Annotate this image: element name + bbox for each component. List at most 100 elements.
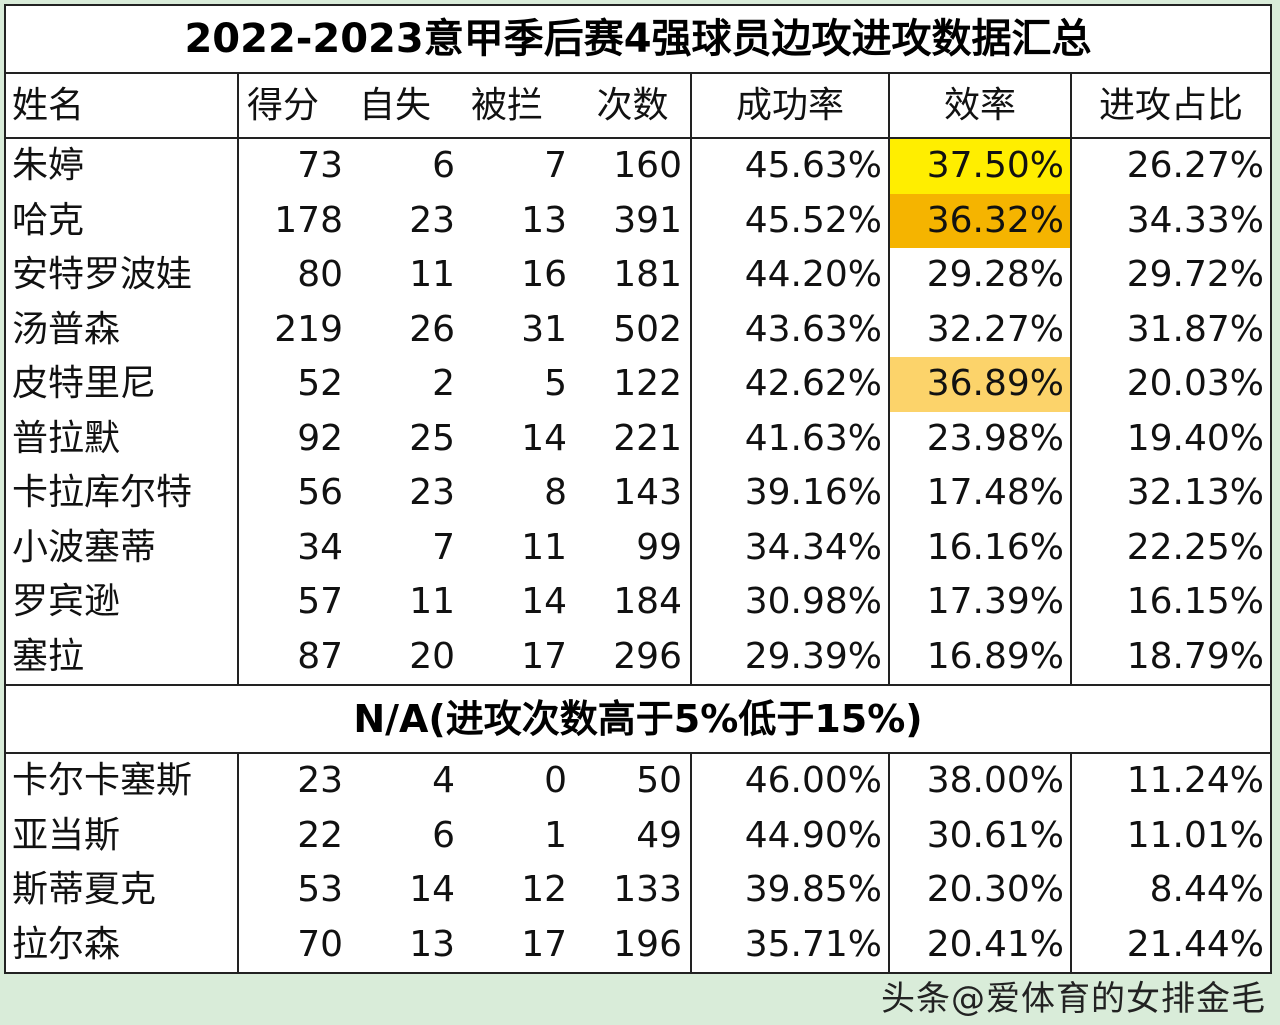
watermark: 头条@爱体育的女排金毛 (881, 979, 1266, 1019)
table-row: 朱婷 73 6 7 160 45.63% 37.50% 26.27% (6, 139, 1270, 194)
table-cell: 21.44% (1126, 923, 1264, 965)
table-cell: 6 (432, 145, 455, 186)
table-cell: 26 (409, 308, 455, 350)
table-cell: 143 (575, 466, 692, 521)
table-cell: 亚当斯 (6, 808, 239, 863)
table-cell: 36.89% (890, 357, 1072, 412)
table-cell: 20 (409, 635, 455, 677)
table-cell: 23 (409, 472, 455, 513)
table-cell: 184 (575, 575, 692, 630)
table-cell: 13 (521, 199, 567, 241)
table-cell: 39.16% (692, 466, 890, 521)
table-cell: 53 (297, 869, 343, 910)
table-cell: 87 (297, 635, 343, 677)
table-cell: 12 (521, 869, 567, 910)
table-cell: 22 (297, 814, 343, 856)
column-header: 被拦 (471, 85, 544, 126)
table-cell: 30.98% (692, 575, 890, 630)
table-cell: 178 (274, 199, 343, 241)
table-cell: 39.85% (692, 863, 890, 918)
table-cell: 20.03% (1126, 363, 1264, 404)
table-cell: 133 (575, 863, 692, 918)
table-cell: 11.24% (1126, 760, 1264, 801)
table-cell: 拉尔森 (6, 917, 239, 972)
column-header: 次数 (575, 74, 692, 137)
table-cell: 219 (274, 308, 343, 350)
table-cell: 41.63% (692, 411, 890, 466)
table-cell: 7 (432, 526, 455, 568)
table-cell: 29.28% (890, 248, 1072, 303)
table-cell: 30.61% (890, 808, 1072, 863)
table-cell: 5 (544, 363, 567, 404)
table-cell: 8.44% (1149, 869, 1264, 910)
table-cell: 34 (297, 526, 343, 568)
table-cell: 汤普森 (6, 302, 239, 357)
table-cell: 11 (521, 526, 567, 568)
table-cell: 36.32% (890, 193, 1072, 248)
table-cell: 6 (432, 814, 455, 856)
table-cell: 42.62% (692, 357, 890, 412)
table-cell: 皮特里尼 (6, 357, 239, 412)
table-cell: 11.01% (1126, 814, 1264, 856)
table-cell: 23.98% (890, 411, 1072, 466)
table-row: 塞拉 87 20 17 296 29.39% 16.89% 18.79% (6, 629, 1270, 684)
column-header: 自失 (359, 85, 432, 126)
table-row: 普拉默 92 25 14 221 41.63% 23.98% 19.40% (6, 411, 1270, 466)
table-cell: 57 (297, 581, 343, 622)
table-cell: 73 (297, 145, 343, 186)
table-row: 斯蒂夏克 53 14 12 133 39.85% 20.30% 8.44% (6, 863, 1270, 918)
table-cell: 11 (409, 254, 455, 295)
table-row: 小波塞蒂 34 7 11 99 34.34% 16.16% 22.25% (6, 520, 1270, 575)
table-cell: 17.39% (890, 575, 1072, 630)
table-title: 2022-2023意甲季后赛4强球员边攻进攻数据汇总 (6, 6, 1270, 74)
table-cell: 7 (544, 145, 567, 186)
table-cell: 35.71% (692, 917, 890, 972)
table-cell: 49 (575, 808, 692, 863)
table-cell: 14 (521, 417, 567, 459)
table-cell: 22.25% (1126, 526, 1264, 568)
header-row: 姓名 得分 自失 被拦 次数 成功率 效率 进攻占比 (6, 74, 1270, 139)
table-cell: 哈克 (6, 193, 239, 248)
main-rows: 朱婷 73 6 7 160 45.63% 37.50% 26.27% 哈克 178 23 13 391 4… (6, 139, 1270, 684)
table-cell: 29.39% (692, 629, 890, 684)
table-row: 罗宾逊 57 11 14 184 30.98% 17.39% 16.15% (6, 575, 1270, 630)
table-cell: 17.48% (890, 466, 1072, 521)
table-cell: 4 (432, 760, 455, 801)
table-cell: 46.00% (692, 754, 890, 809)
table-cell: 160 (575, 139, 692, 194)
table-cell: 13 (409, 923, 455, 965)
table-cell: 37.50% (890, 139, 1072, 194)
table-cell: 56 (297, 472, 343, 513)
table-cell: 16.15% (1126, 581, 1264, 622)
table-cell: 31 (521, 308, 567, 350)
table-cell: 23 (409, 199, 455, 241)
table-cell: 38.00% (890, 754, 1072, 809)
table-cell: 44.90% (692, 808, 890, 863)
table-cell: 16.89% (890, 629, 1072, 684)
table-cell: 23 (297, 760, 343, 801)
table-cell: 17 (521, 923, 567, 965)
table-cell: 14 (521, 581, 567, 622)
table-cell: 塞拉 (6, 629, 239, 684)
table-cell: 8 (544, 472, 567, 513)
table-cell: 朱婷 (6, 139, 239, 194)
table-cell: 卡拉库尔特 (6, 466, 239, 521)
table-cell: 16 (521, 254, 567, 295)
table-cell: 80 (297, 254, 343, 295)
table-cell: 34.34% (692, 520, 890, 575)
table-cell: 18.79% (1126, 635, 1264, 677)
table-cell: 安特罗波娃 (6, 248, 239, 303)
table-cell: 181 (575, 248, 692, 303)
na-rows: 卡尔卡塞斯 23 4 0 50 46.00% 38.00% 11.24% 亚当斯 22 6 1 49 44… (6, 754, 1270, 972)
table-cell: 196 (575, 917, 692, 972)
table-cell: 25 (409, 417, 455, 459)
table-cell: 32.13% (1126, 472, 1264, 513)
column-header: 姓名 (6, 74, 239, 137)
table-cell: 34.33% (1126, 199, 1264, 241)
table-cell: 19.40% (1126, 417, 1264, 459)
table-cell: 普拉默 (6, 411, 239, 466)
table-cell: 92 (297, 417, 343, 459)
table-row: 汤普森 219 26 31 502 43.63% 32.27% 31.87% (6, 302, 1270, 357)
table-cell: 122 (575, 357, 692, 412)
table-cell: 小波塞蒂 (6, 520, 239, 575)
